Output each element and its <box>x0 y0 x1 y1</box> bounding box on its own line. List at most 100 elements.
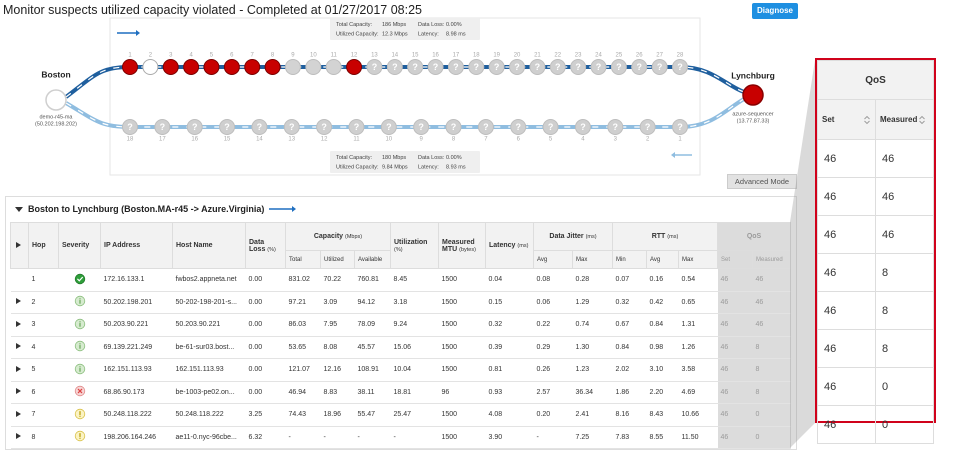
sort-icon <box>864 115 870 124</box>
hop-node <box>651 59 668 75</box>
hop-row[interactable]: 6 68.86.90.173 be-1003-pe02.on... 0.00 46.94… <box>10 381 791 404</box>
cell: 0.98 <box>646 336 679 359</box>
expand-icon[interactable] <box>14 342 22 350</box>
cell: 3.10 <box>646 358 679 382</box>
expand-glyph <box>15 298 21 305</box>
hop-node <box>549 59 566 75</box>
hop-label: 13 <box>288 137 295 143</box>
severity-cell <box>58 291 101 314</box>
zoom-cell: 0 <box>875 367 934 406</box>
cell: 1500 <box>438 291 486 314</box>
hop-node <box>488 59 505 75</box>
hop-node <box>348 119 365 135</box>
hop-row[interactable]: 3 50.203.90.221 50.203.90.221 0.00 86.03 7.95… <box>10 313 791 337</box>
cell: 0.00 <box>245 291 286 314</box>
hop-label: 1 <box>678 137 682 143</box>
severity-glyph <box>77 388 82 394</box>
cell: 7.25 <box>572 426 613 449</box>
cell: 760.81 <box>354 268 391 292</box>
hop-row: 1 172.16.133.1 fwbos2.appneta.net 0.00 831.0… <box>10 268 791 292</box>
hop-unknown: ? <box>412 62 418 72</box>
expand-icon[interactable] <box>14 365 22 373</box>
cell: be-1003-pe02.on... <box>172 381 246 404</box>
cell: 0 <box>752 403 791 427</box>
cell: 2.02 <box>612 358 647 382</box>
hop-node <box>284 59 301 75</box>
diagnose-button[interactable]: Diagnose <box>752 3 798 19</box>
cell: 9.24 <box>390 313 439 337</box>
expand-icon[interactable] <box>14 320 22 328</box>
cell: 8.55 <box>646 426 679 449</box>
cell: 0.81 <box>485 358 534 382</box>
expand-icon[interactable] <box>14 432 22 440</box>
zoom-row: 46 46 <box>817 215 934 254</box>
hop-unknown: ? <box>289 122 295 132</box>
expand-icon[interactable] <box>14 387 22 395</box>
zoom-cell: 46 <box>817 139 876 178</box>
severity-icon <box>74 386 85 397</box>
severity-circle <box>74 273 85 284</box>
header-label: IP Address <box>104 242 141 249</box>
expand-icon[interactable] <box>14 410 22 418</box>
subcolumn-header: Set <box>717 250 753 269</box>
hop-label: 1 <box>128 53 132 59</box>
severity-cell <box>58 381 101 404</box>
cell: - <box>533 426 573 449</box>
expand-cell <box>10 358 29 382</box>
expand-icon[interactable] <box>14 241 22 249</box>
hop-unknown: ? <box>372 62 378 72</box>
cell: 74.43 <box>285 403 321 427</box>
header-unit: (ms) <box>667 234 679 240</box>
cell: 68.86.90.173 <box>100 381 173 404</box>
hop-unknown: ? <box>224 122 230 132</box>
hop-label: 17 <box>159 137 166 143</box>
cell: 10.66 <box>678 403 718 427</box>
hop-node <box>183 59 200 75</box>
hop-unknown: ? <box>616 62 622 72</box>
stat-label: Total Capacity: <box>336 22 373 28</box>
hop-unknown: ? <box>433 62 439 72</box>
zoom-subheader[interactable]: Measured <box>875 99 934 140</box>
cell: - <box>320 426 355 449</box>
header-label: Utilization <box>394 238 428 246</box>
hop-node <box>219 119 236 135</box>
hop-row[interactable]: 5 162.151.113.93 162.151.113.93 0.00 121.07 1… <box>10 358 791 382</box>
subcolumn-header: Utilized <box>320 250 355 269</box>
cell: 4.08 <box>485 403 534 427</box>
cell: 46 <box>717 268 753 292</box>
expand-icon[interactable] <box>14 297 22 305</box>
hop-row[interactable]: 8 198.206.164.246 ae11-0.nyc-96cbe... 6.32-… <box>10 426 791 449</box>
cell: 50-202-198-201-s... <box>172 291 246 314</box>
expand-header <box>10 222 29 269</box>
hop-node <box>244 59 261 75</box>
severity-icon <box>74 431 85 442</box>
hop-label: 14 <box>391 53 398 59</box>
expand-glyph <box>15 388 21 395</box>
zoom-subheader[interactable]: Set <box>817 99 876 140</box>
cell: 15.06 <box>390 336 439 359</box>
hop-row[interactable]: 4 69.139.221.249 be-61-sur03.bost... 0.00 53… <box>10 336 791 359</box>
hop-label: 12 <box>321 137 328 143</box>
column-header: Capacity (Mbps) <box>285 222 391 251</box>
section-header[interactable]: Boston to Lynchburg (Boston.MA-r45 -> Az… <box>14 204 298 214</box>
cell: 7.83 <box>612 426 647 449</box>
hop-row[interactable]: 7 50.248.118.222 50.248.118.222 3.25 74.43 18… <box>10 403 791 427</box>
cell: 1.31 <box>678 313 718 337</box>
expand-glyph <box>16 241 21 248</box>
advanced-mode-button[interactable]: Advanced Mode <box>727 174 797 189</box>
hop-row[interactable]: 2 50.202.198.201 50-202-198-201-s... 0.00 97… <box>10 291 791 314</box>
cell: 162.151.113.93 <box>100 358 173 382</box>
cell: 172.16.133.1 <box>100 268 173 292</box>
hop-label: 21 <box>534 53 541 59</box>
endpoint-name: Boston <box>41 69 70 79</box>
hop-unknown: ? <box>451 122 457 132</box>
endpoint-name: Lynchburg <box>731 70 775 80</box>
cell: 8.08 <box>320 336 355 359</box>
hop-node <box>154 119 171 135</box>
subcolumn-header: Available <box>354 250 391 269</box>
hop-unknown: ? <box>418 122 424 132</box>
cell: 55.47 <box>354 403 391 427</box>
zoom-row: 46 8 <box>817 253 934 292</box>
cell: 0.20 <box>533 403 573 427</box>
subcolumn-header: Measured <box>751 250 792 269</box>
